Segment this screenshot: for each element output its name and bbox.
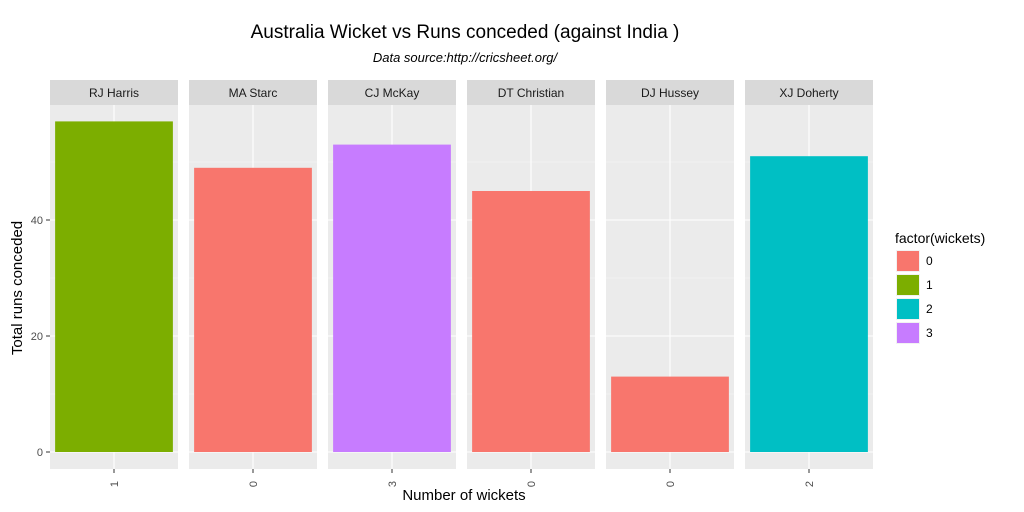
facet-panel: MA Starc 0 — [189, 80, 317, 487]
legend-label: 1 — [926, 278, 933, 292]
y-tick-label: 20 — [31, 331, 43, 343]
facet-panel: RJ Harris 1 — [50, 80, 178, 487]
bar — [750, 156, 868, 452]
facet-panel: XJ Doherty 2 — [745, 80, 873, 487]
legend-key-swatch — [897, 275, 919, 295]
facet-panel: DT Christian 0 — [467, 80, 595, 487]
facet-strip-label: RJ Harris — [89, 86, 139, 100]
chart-subtitle: Data source:http://cricsheet.org/ — [373, 50, 559, 65]
facet-strip — [50, 80, 178, 105]
x-tick-label: 0 — [526, 481, 538, 487]
facet-panels: RJ Harris 1 MA Starc 0 CJ McKay 3 DT Christian… — [50, 80, 873, 487]
legend-key-swatch — [897, 299, 919, 319]
legend-label: 3 — [926, 326, 933, 340]
legend-key-swatch — [897, 323, 919, 343]
legend-entry: 2 — [896, 298, 933, 320]
x-tick-label: 0 — [665, 481, 677, 487]
x-tick-label: 0 — [248, 481, 260, 487]
x-tick-label: 1 — [109, 481, 121, 487]
chart-title: Australia Wicket vs Runs conceded (again… — [251, 22, 680, 43]
facet-strip-label: CJ McKay — [365, 86, 420, 100]
bar — [55, 121, 173, 453]
facet-strip-label: MA Starc — [229, 86, 278, 100]
facet-strip — [745, 80, 873, 105]
legend-title: factor(wickets) — [895, 230, 985, 246]
facet-strip-label: DJ Hussey — [641, 86, 699, 100]
legend-key-swatch — [897, 251, 919, 271]
facet-strip — [189, 80, 317, 105]
facet-strip — [467, 80, 595, 105]
y-axis: 0 20 40 — [31, 215, 50, 459]
bar — [194, 167, 312, 453]
facet-strip — [328, 80, 456, 105]
x-tick-label: 2 — [804, 481, 816, 487]
x-tick-label: 3 — [387, 481, 399, 487]
facet-panel: DJ Hussey 0 — [606, 80, 734, 487]
facet-strip-label: DT Christian — [498, 86, 564, 100]
legend-label: 0 — [926, 254, 933, 268]
facet-panel: CJ McKay 3 — [328, 80, 456, 487]
y-tick-label: 40 — [31, 215, 43, 227]
bar — [611, 376, 729, 452]
bar — [333, 144, 451, 452]
legend-entry: 3 — [896, 322, 933, 344]
bar — [472, 191, 590, 452]
y-axis-title: Total runs conceded — [9, 221, 26, 355]
facet-strip-label: XJ Doherty — [779, 86, 838, 100]
legend-label: 2 — [926, 302, 933, 316]
legend: factor(wickets) 0 1 2 3 — [895, 230, 985, 344]
facet-strip — [606, 80, 734, 105]
legend-entry: 0 — [896, 250, 933, 272]
legend-entry: 1 — [896, 274, 933, 296]
y-tick-label: 0 — [37, 447, 43, 459]
x-axis-title: Number of wickets — [402, 487, 525, 504]
